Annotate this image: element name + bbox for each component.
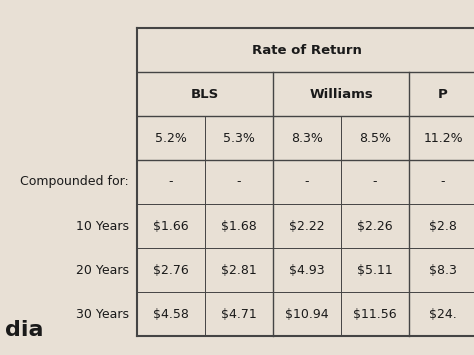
Text: BLS: BLS bbox=[191, 87, 219, 100]
Text: 8.3%: 8.3% bbox=[291, 131, 323, 144]
Text: 5.3%: 5.3% bbox=[223, 131, 255, 144]
Text: 30 Years: 30 Years bbox=[76, 307, 129, 321]
Text: $5.11: $5.11 bbox=[357, 263, 393, 277]
Text: $2.8: $2.8 bbox=[429, 219, 457, 233]
Text: Rate of Return: Rate of Return bbox=[252, 44, 362, 56]
Text: $1.68: $1.68 bbox=[221, 219, 257, 233]
Text: Williams: Williams bbox=[309, 87, 373, 100]
Text: $2.81: $2.81 bbox=[221, 263, 257, 277]
Text: Compounded for:: Compounded for: bbox=[20, 175, 129, 189]
Text: $4.71: $4.71 bbox=[221, 307, 257, 321]
Text: P: P bbox=[438, 87, 448, 100]
Text: $11.56: $11.56 bbox=[353, 307, 397, 321]
Text: $24.: $24. bbox=[429, 307, 457, 321]
Text: $2.76: $2.76 bbox=[153, 263, 189, 277]
Text: -: - bbox=[237, 175, 241, 189]
Text: $2.26: $2.26 bbox=[357, 219, 393, 233]
Text: $10.94: $10.94 bbox=[285, 307, 329, 321]
Text: $4.93: $4.93 bbox=[289, 263, 325, 277]
Text: -: - bbox=[441, 175, 445, 189]
Text: -: - bbox=[305, 175, 309, 189]
Text: $1.66: $1.66 bbox=[153, 219, 189, 233]
Text: $8.3: $8.3 bbox=[429, 263, 457, 277]
Text: -: - bbox=[373, 175, 377, 189]
Text: dia: dia bbox=[5, 320, 44, 340]
Text: $2.22: $2.22 bbox=[289, 219, 325, 233]
Text: 5.2%: 5.2% bbox=[155, 131, 187, 144]
Text: 10 Years: 10 Years bbox=[76, 219, 129, 233]
Text: $4.58: $4.58 bbox=[153, 307, 189, 321]
Text: 11.2%: 11.2% bbox=[423, 131, 463, 144]
Text: -: - bbox=[169, 175, 173, 189]
Text: 20 Years: 20 Years bbox=[76, 263, 129, 277]
Text: 8.5%: 8.5% bbox=[359, 131, 391, 144]
